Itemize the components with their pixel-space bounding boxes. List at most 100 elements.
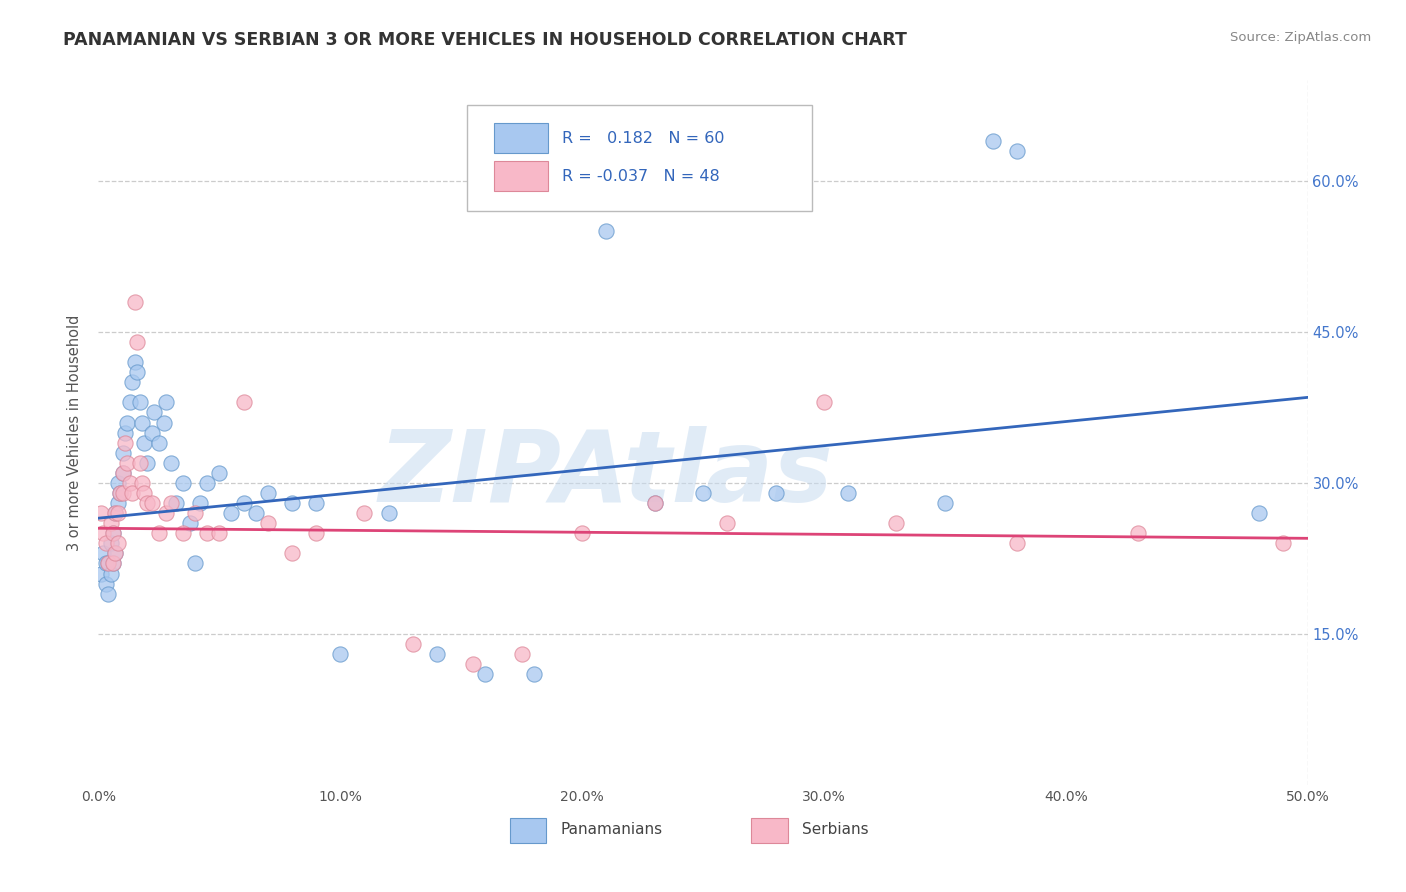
Point [104,546,127,560]
Point [108,486,131,500]
Point [91,546,114,560]
Point [148,435,170,450]
Point [813,395,835,409]
Point [305,526,328,541]
Point [111,446,134,460]
Point [172,526,194,541]
Point [104,506,127,520]
Point [195,526,218,541]
Point [90,566,112,581]
Text: PANAMANIAN VS SERBIAN 3 OR MORE VEHICLES IN HOUSEHOLD CORRELATION CHART: PANAMANIAN VS SERBIAN 3 OR MORE VEHICLES… [63,31,907,49]
Point [111,486,134,500]
Point [353,506,375,520]
Point [101,557,124,571]
Point [107,536,129,550]
Point [160,496,183,510]
Point [107,506,129,520]
Point [184,506,207,520]
Point [329,647,352,661]
Point [91,526,114,541]
Point [1007,144,1029,158]
Point [128,456,150,470]
Point [837,486,859,500]
Point [107,496,129,510]
Point [934,496,956,510]
Point [571,526,593,541]
Point [114,425,136,440]
Point [172,475,194,490]
FancyBboxPatch shape [467,105,811,211]
Point [1272,536,1295,550]
Point [1128,526,1150,541]
Point [981,134,1004,148]
Point [134,486,156,500]
Point [118,475,141,490]
Point [148,526,170,541]
Point [118,395,141,409]
Point [117,456,139,470]
Point [716,516,738,531]
Point [117,416,139,430]
Point [402,637,425,651]
Point [101,526,124,541]
Point [188,496,211,510]
Point [377,506,399,520]
Point [595,224,617,238]
Point [100,536,122,550]
FancyBboxPatch shape [494,161,548,191]
Text: R = -0.037   N = 48: R = -0.037 N = 48 [561,169,720,184]
Point [426,647,449,661]
FancyBboxPatch shape [494,123,548,153]
Point [141,425,163,440]
Point [131,475,153,490]
Point [644,496,666,510]
Point [135,496,157,510]
Text: Serbians: Serbians [803,822,869,837]
Point [90,506,112,520]
Point [124,294,146,309]
Point [108,486,131,500]
Point [107,475,129,490]
Point [256,516,278,531]
Point [256,486,278,500]
Point [127,365,149,379]
Point [510,647,533,661]
Point [195,475,218,490]
Point [111,466,134,480]
Text: R =   0.182   N = 60: R = 0.182 N = 60 [561,130,724,145]
Point [232,395,254,409]
Point [97,557,120,571]
Point [692,486,714,500]
Point [114,435,136,450]
Point [232,496,254,510]
Text: ZIPAtlas: ZIPAtlas [378,426,834,524]
Point [97,557,120,571]
Point [474,667,496,681]
Y-axis label: 3 or more Vehicles in Household: 3 or more Vehicles in Household [67,315,83,550]
Point [134,435,156,450]
Point [221,506,243,520]
Point [281,546,304,560]
Point [94,557,117,571]
Point [104,506,127,520]
Point [155,395,177,409]
FancyBboxPatch shape [751,818,787,843]
Point [111,466,134,480]
Point [208,526,231,541]
Point [644,496,666,510]
Point [463,657,485,672]
Text: Source: ZipAtlas.com: Source: ZipAtlas.com [1230,31,1371,45]
Point [179,516,201,531]
Point [523,667,546,681]
Point [141,496,163,510]
Point [104,546,127,560]
Point [94,536,117,550]
Point [160,456,183,470]
Point [101,526,124,541]
Point [100,566,122,581]
Point [97,587,120,601]
Point [155,506,177,520]
FancyBboxPatch shape [509,818,546,843]
Point [886,516,908,531]
Point [165,496,187,510]
